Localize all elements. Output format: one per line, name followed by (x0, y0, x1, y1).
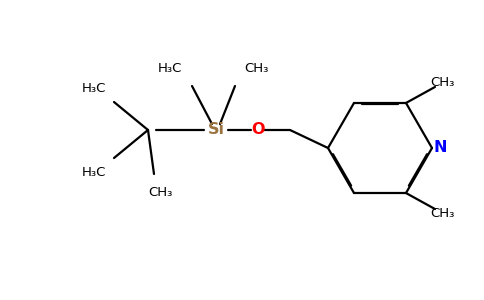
Text: H₃C: H₃C (158, 61, 182, 74)
Text: CH₃: CH₃ (430, 206, 454, 220)
Text: O: O (251, 122, 265, 137)
Text: H₃C: H₃C (82, 166, 106, 178)
Text: CH₃: CH₃ (430, 76, 454, 89)
Text: CH₃: CH₃ (244, 61, 268, 74)
Text: H₃C: H₃C (82, 82, 106, 94)
Text: Si: Si (208, 122, 225, 137)
Text: CH₃: CH₃ (148, 185, 172, 199)
Text: N: N (433, 140, 447, 155)
